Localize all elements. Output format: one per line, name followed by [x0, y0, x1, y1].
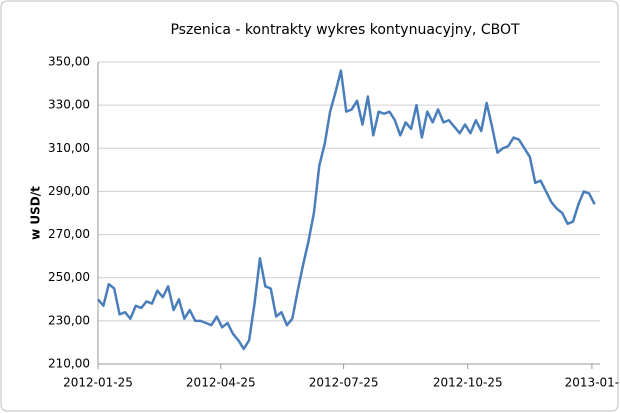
- price-line: [97, 69, 596, 351]
- chart-title: Pszenica - kontrakty wykres kontynuacyjn…: [170, 22, 520, 38]
- x-tick-label: 2012-10-25: [433, 376, 503, 390]
- y-tick-label: 350,00: [48, 55, 90, 69]
- y-tick-label: 330,00: [48, 98, 90, 112]
- y-tick-label: 210,00: [48, 357, 90, 371]
- y-tick-label: 230,00: [48, 313, 90, 327]
- x-tick-label: 2012-04-25: [186, 376, 256, 390]
- y-tick-label: 250,00: [48, 270, 90, 284]
- y-tick-label: 270,00: [48, 227, 90, 241]
- y-tick-label: 310,00: [48, 141, 90, 155]
- x-tick-label: 2013-01-: [565, 376, 619, 390]
- y-tick-label: 290,00: [48, 184, 90, 198]
- y-axis-label: w USD/t: [29, 186, 43, 240]
- x-tick-label: 2012-01-25: [63, 376, 133, 390]
- x-tick-label: 2012-07-25: [309, 376, 379, 390]
